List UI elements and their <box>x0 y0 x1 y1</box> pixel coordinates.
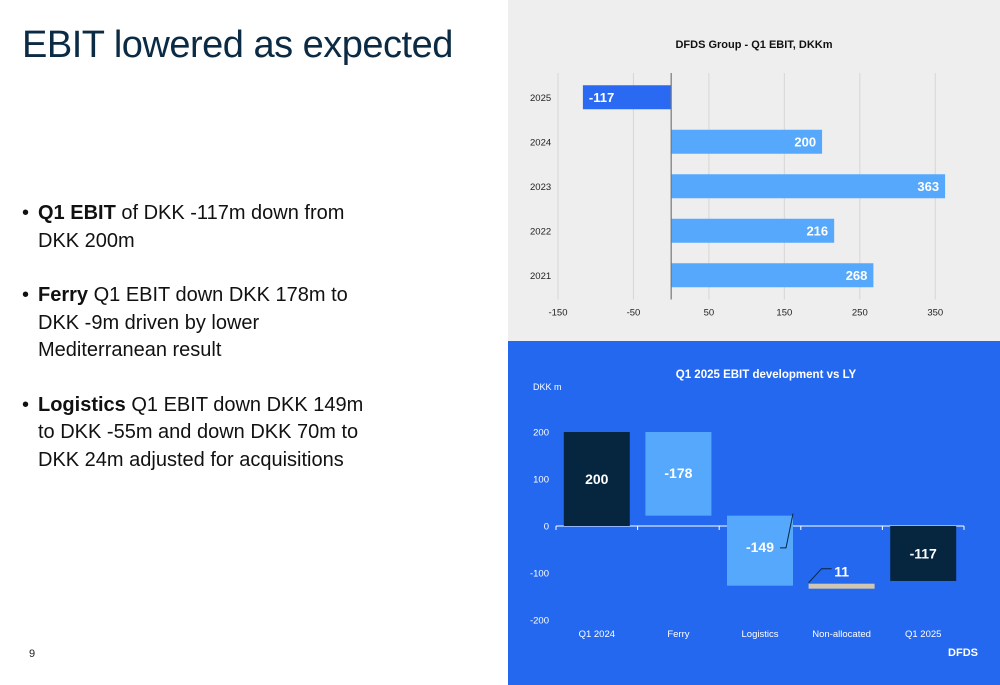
data-label: 363 <box>917 179 939 194</box>
x-tick-label: -50 <box>627 308 641 319</box>
waterfall-bar <box>808 583 875 589</box>
x-tick-label: Q1 2024 <box>579 629 615 640</box>
bar <box>671 174 946 199</box>
bullet-bold: Logistics <box>38 393 126 416</box>
ebit-history-chart: DFDS Group - Q1 EBIT, DKKm -150 -50 50 150 25… <box>530 39 946 319</box>
bar <box>671 218 835 243</box>
y-tick-label: 200 <box>533 428 549 439</box>
label-leader-line <box>780 513 794 549</box>
waterfall-bar <box>563 432 630 526</box>
ebit-history-panel: DFDS Group - Q1 EBIT, DKKm -150 -50 50 150 25… <box>508 0 1000 341</box>
page-number: 9 <box>29 648 36 660</box>
waterfall-bar <box>727 515 793 586</box>
bullet-text: Q1 EBIT down DKK 178m to DKK -9m driven … <box>38 284 348 361</box>
y-tick-label: -100 <box>530 569 549 580</box>
ebit-bridge-chart: Q1 2025 EBIT development vs LY DKK m -200 -… <box>530 369 965 640</box>
data-label: -178 <box>664 465 692 481</box>
y-tick-label: 2022 <box>530 226 551 237</box>
y-tick-label: 2024 <box>530 137 551 148</box>
y-tick-label: 2023 <box>530 182 551 193</box>
y-axis-title: DKK m <box>533 382 562 392</box>
bullet-ferry: Ferry Q1 EBIT down DKK 178m to DKK -9m d… <box>22 282 372 365</box>
y-tick-label: 0 <box>544 522 549 533</box>
dfds-logo: DFDS <box>948 647 978 659</box>
y-tick-label: -200 <box>530 616 549 627</box>
waterfall-bar <box>890 526 957 581</box>
data-label: 216 <box>806 223 828 238</box>
data-label: -149 <box>746 539 774 555</box>
bar <box>671 263 874 288</box>
bullet-q1-ebit: Q1 EBIT of DKK -117m down from DKK 200m <box>22 200 372 255</box>
bullet-text: of DKK -117m down from DKK 200m <box>38 202 345 252</box>
y-tick-label: 2025 <box>530 93 551 104</box>
bar <box>671 129 823 154</box>
x-tick-label: 350 <box>927 308 943 319</box>
data-label: 268 <box>846 268 868 283</box>
x-tick-label: 150 <box>776 308 792 319</box>
data-label: 200 <box>585 471 609 487</box>
data-label: 11 <box>834 564 849 580</box>
slide-title: EBIT lowered as expected <box>22 24 453 66</box>
x-tick-label: Non-allocated <box>812 629 871 640</box>
y-tick-label: 100 <box>533 475 549 486</box>
bullet-text: Q1 EBIT down DKK 149m to DKK -55m and do… <box>38 393 364 471</box>
y-tick-label: 2021 <box>530 271 551 282</box>
label-leader-line <box>808 568 832 584</box>
bar <box>582 85 672 110</box>
bullet-logistics: Logistics Q1 EBIT down DKK 149m to DKK -… <box>22 392 372 475</box>
x-tick-label: Q1 2025 <box>905 629 941 640</box>
chart-title: DFDS Group - Q1 EBIT, DKKm <box>675 39 832 51</box>
data-label: -117 <box>910 545 937 561</box>
data-label: 200 <box>794 134 816 149</box>
bullet-bold: Q1 EBIT <box>38 202 116 224</box>
bullet-bold: Ferry <box>38 284 89 306</box>
chart-title: Q1 2025 EBIT development vs LY <box>676 369 857 381</box>
x-tick-label: Ferry <box>667 629 689 640</box>
ebit-bridge-panel: Q1 2025 EBIT development vs LY DKK m -200 -… <box>508 341 1000 685</box>
x-tick-label: 250 <box>852 308 868 319</box>
bullet-list: Q1 EBIT of DKK -117m down from DKK 200m … <box>22 200 372 501</box>
x-tick-label: -150 <box>548 308 567 319</box>
x-tick-label: Logistics <box>742 629 779 640</box>
waterfall-bar <box>645 432 712 516</box>
data-label: -117 <box>589 90 614 105</box>
x-tick-label: 50 <box>704 308 715 319</box>
